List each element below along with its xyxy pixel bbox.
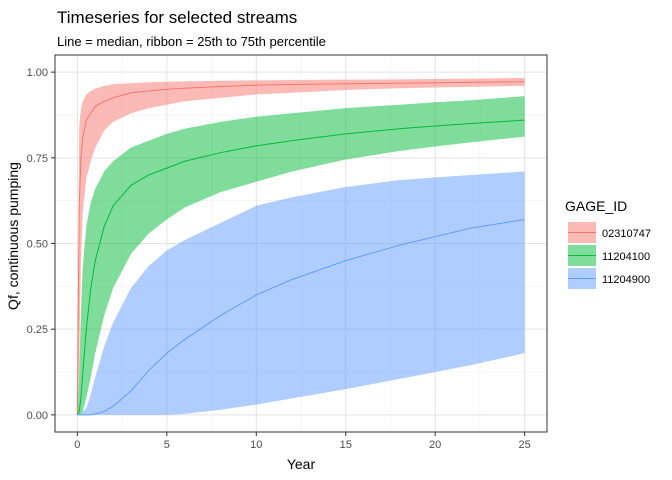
ribbon-11204100 — [77, 96, 525, 415]
y-axis-ticks: 0.00 0.25 0.50 0.75 1.00 — [27, 67, 55, 422]
y-tick-label: 0.75 — [27, 153, 48, 165]
legend-item-11204900: 11204900 — [568, 268, 650, 289]
legend-label: 11204900 — [602, 274, 650, 286]
legend-item-11204100: 11204100 — [568, 245, 650, 266]
y-tick-label: 1.00 — [27, 67, 48, 79]
x-tick-label: 5 — [164, 439, 170, 451]
legend-item-02310747: 02310747 — [568, 222, 651, 243]
median-line-11204900 — [77, 219, 525, 416]
legend: GAGE_ID 02310747 11204100 11204900 — [565, 198, 651, 289]
chart-subtitle: Line = median, ribbon = 25th to 75th per… — [57, 34, 326, 49]
y-tick-label: 0.00 — [27, 410, 48, 422]
y-tick-label: 0.25 — [27, 324, 48, 336]
legend-label: 02310747 — [602, 228, 651, 240]
y-tick-label: 0.50 — [27, 239, 48, 251]
x-tick-label: 25 — [519, 439, 531, 451]
legend-title: GAGE_ID — [565, 198, 627, 214]
x-tick-label: 0 — [74, 439, 80, 451]
x-tick-label: 10 — [250, 439, 262, 451]
median-line-11204100 — [76, 119, 525, 416]
median-line-02310747 — [76, 81, 525, 415]
y-axis-label: Qf, continuous pumping — [5, 162, 21, 310]
ribbon-11204900 — [77, 171, 525, 415]
chart-title: Timeseries for selected streams — [57, 8, 297, 27]
median-lines — [76, 81, 525, 416]
x-tick-label: 15 — [340, 439, 352, 451]
x-axis-ticks: 0 5 10 15 20 25 — [74, 432, 531, 451]
legend-items: 02310747 11204100 11204900 — [568, 222, 651, 289]
ribbon-02310747 — [77, 77, 525, 415]
x-tick-label: 20 — [429, 439, 441, 451]
ribbons — [77, 77, 525, 415]
legend-label: 11204100 — [602, 251, 650, 263]
x-axis-label: Year — [287, 456, 316, 472]
